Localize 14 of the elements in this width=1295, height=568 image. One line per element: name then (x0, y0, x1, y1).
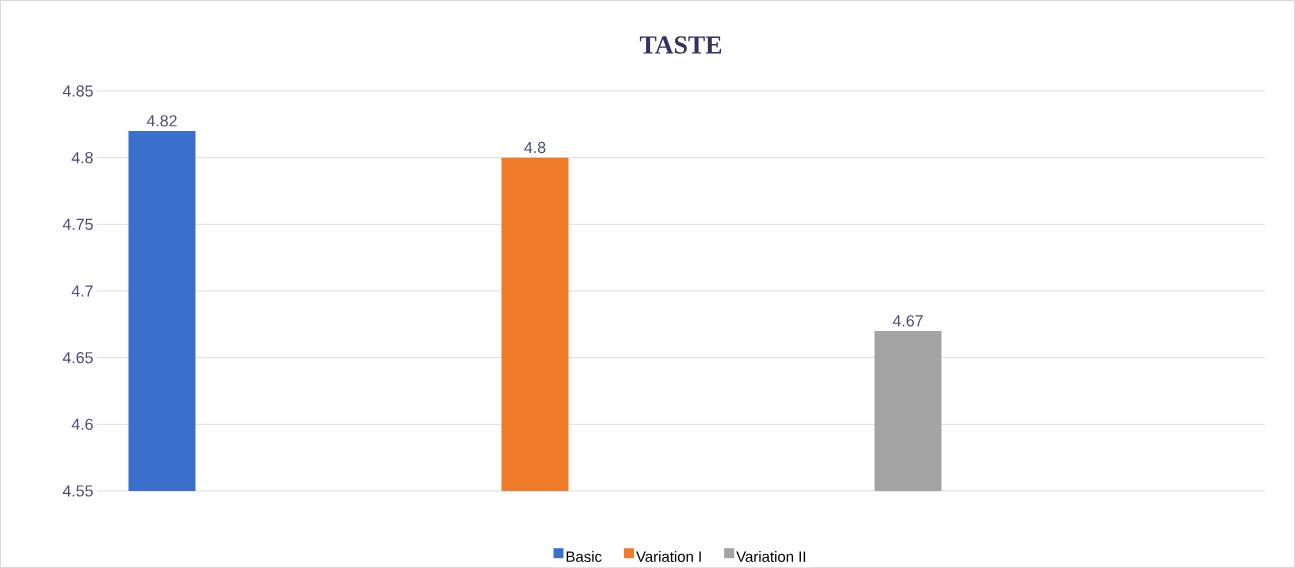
y-tick-label: 4.65 (62, 352, 93, 364)
data-label: 4.8 (524, 141, 546, 154)
legend-label: Variation II (736, 551, 806, 562)
legend-label: Basic (566, 551, 602, 562)
y-tick-label: 4.6 (71, 418, 93, 430)
chart-title: TASTE (639, 36, 722, 54)
y-tick-label: 4.85 (62, 85, 93, 97)
y-tick-label: 4.55 (62, 485, 93, 497)
legend-label: Variation I (636, 551, 701, 562)
y-tick-label: 4.7 (71, 285, 93, 297)
data-label: 4.67 (892, 315, 923, 327)
y-tick-label: 4.75 (62, 218, 93, 230)
y-tick-label: 4.8 (71, 152, 93, 164)
data-label: 4.82 (146, 115, 177, 127)
